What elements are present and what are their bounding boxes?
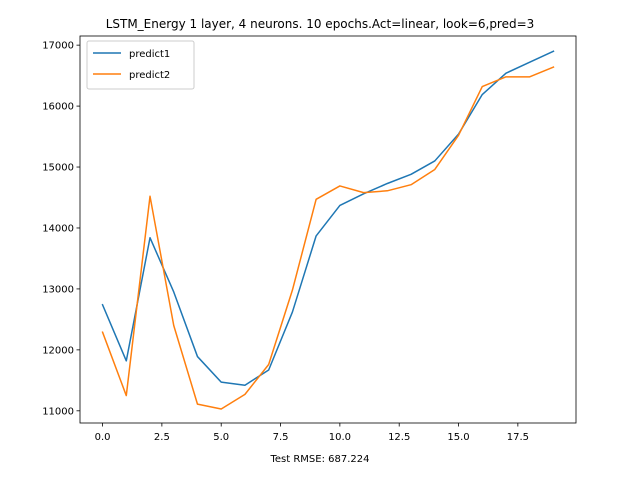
y-tick-label: 14000: [42, 223, 74, 234]
y-tick-label: 16000: [42, 102, 74, 113]
x-tick-label: 0.0: [95, 432, 111, 443]
y-tick-label: 12000: [42, 345, 74, 356]
legend-label-predict2: predict2: [129, 70, 170, 81]
x-tick-label: 10.0: [329, 432, 351, 443]
x-tick-label: 2.5: [154, 432, 170, 443]
x-tick-label: 15.0: [447, 432, 469, 443]
plot-area: 0.0 2.5 5.0 7.5 10.0 12.5 15.0 17.5 11000 12000 13…: [42, 35, 577, 443]
series-line-predict2: [101, 66, 555, 410]
y-tick-label: 11000: [42, 406, 74, 417]
x-tick-label: 5.0: [213, 432, 229, 443]
y-tick-label: 17000: [42, 41, 74, 52]
axes-frame: [79, 35, 577, 424]
x-tick-label: 17.5: [507, 432, 529, 443]
legend-label-predict1: predict1: [129, 49, 170, 60]
legend: predict1 predict2: [86, 40, 195, 90]
chart-title: LSTM_Energy 1 layer, 4 neurons. 10 epoch…: [106, 17, 535, 31]
series-line-predict1: [101, 50, 555, 386]
x-tick-label: 7.5: [273, 432, 289, 443]
y-tick-label: 13000: [42, 284, 74, 295]
x-tick-label: 12.5: [388, 432, 410, 443]
y-tick-label: 15000: [42, 163, 74, 174]
x-axis-label: Test RMSE: 687.224: [269, 454, 369, 465]
